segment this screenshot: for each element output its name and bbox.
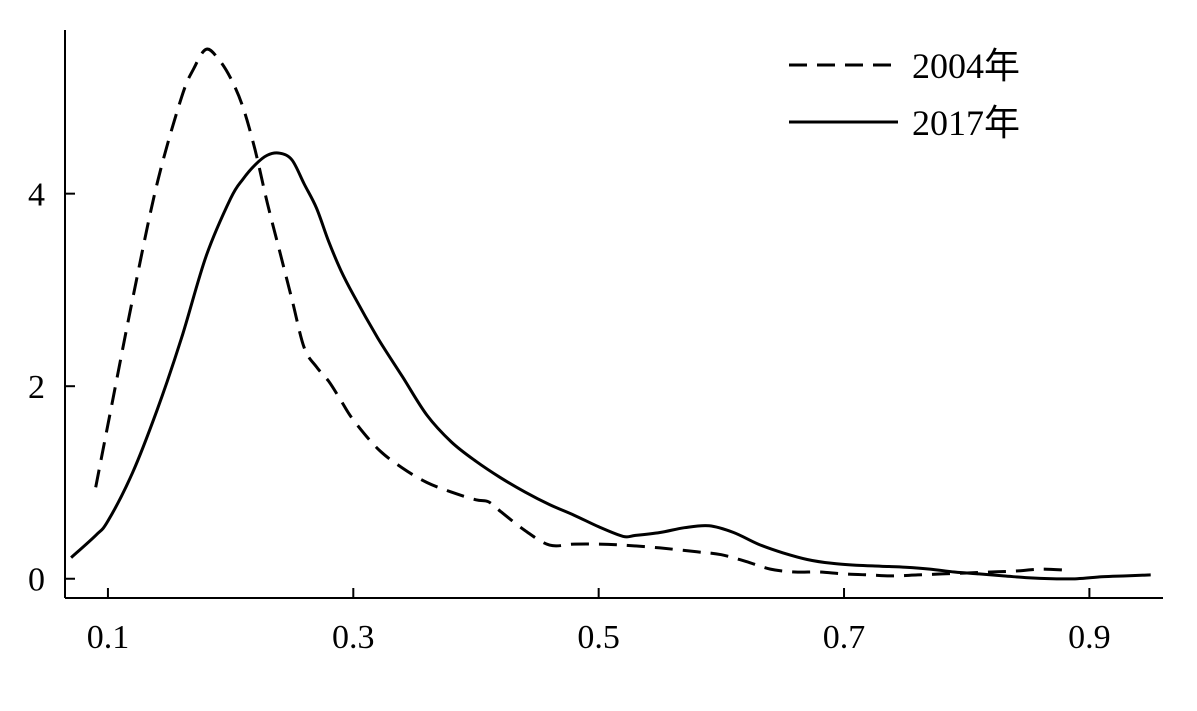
legend-label-2017: 2017年 <box>912 103 1020 143</box>
y-tick-label: 0 <box>28 562 45 599</box>
series-line-2017 <box>70 151 1151 581</box>
plot-area: 0 2 4 0.1 0.3 0.5 0.7 0.9 <box>28 30 1163 656</box>
y-tick-label: 2 <box>28 369 45 406</box>
x-tick-label: 0.9 <box>1068 619 1111 656</box>
legend: 2004年 2017年 <box>789 46 1020 143</box>
series-lines <box>70 47 1151 581</box>
x-tick-label: 0.1 <box>87 619 130 656</box>
x-tick-label: 0.5 <box>577 619 620 656</box>
x-axis-ticks: 0.1 0.3 0.5 0.7 0.9 <box>87 588 1111 656</box>
y-tick-label: 4 <box>28 177 45 214</box>
legend-label-2004: 2004年 <box>912 46 1020 86</box>
x-tick-label: 0.3 <box>332 619 375 656</box>
x-tick-label: 0.7 <box>823 619 866 656</box>
y-axis-ticks: 0 2 4 <box>28 177 75 599</box>
series-line-2004 <box>94 47 1065 578</box>
